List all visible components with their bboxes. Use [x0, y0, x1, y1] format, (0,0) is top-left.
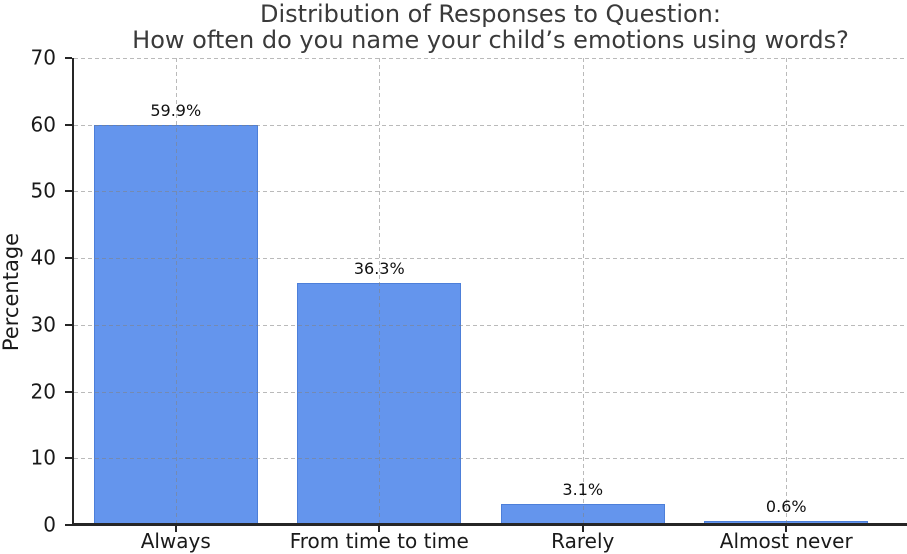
y-tick-mark-30: [65, 323, 72, 326]
y-tick-mark-0: [65, 524, 72, 526]
y-tick-label-50: 50: [30, 178, 56, 203]
chart-title-line2: How often do you name your child’s emoti…: [132, 26, 849, 54]
y-tick-label-60: 60: [30, 112, 56, 137]
x-tick-label-always: Always: [140, 529, 211, 553]
y-tick-label-10: 10: [30, 445, 56, 470]
y-tick-mark-40: [65, 257, 72, 260]
gridline-y-20: [74, 391, 907, 393]
x-tick-label-from-time-to-time: From time to time: [289, 529, 469, 553]
bar-value-label: 59.9%: [150, 101, 202, 120]
y-tick-mark-60: [65, 123, 72, 126]
gridline-y-10: [74, 458, 907, 460]
gridline-y-50: [74, 191, 907, 193]
y-tick-label-0: 0: [43, 512, 56, 537]
gridline-y-60: [74, 124, 907, 126]
y-tick-label-40: 40: [30, 245, 56, 270]
x-tick-label-almost-never: Almost never: [719, 529, 853, 553]
gridline-x-from-time-to-time: [379, 58, 381, 525]
chart-title: Distribution of Responses to Question: H…: [74, 1, 907, 53]
x-tick-mark-from-time-to-time: [378, 526, 381, 532]
chart-title-line1: Distribution of Responses to Question:: [260, 0, 721, 28]
plot-area: 59.9% 36.3% 3.1% 0.6%: [74, 58, 907, 525]
y-tick-mark-50: [65, 190, 72, 193]
y-tick-mark-70: [65, 57, 72, 59]
gridline-x-always: [175, 58, 177, 525]
bar-value-label: 3.1%: [562, 480, 604, 499]
x-tick-mark-almost-never: [785, 526, 788, 532]
x-tick-mark-always: [174, 526, 177, 532]
gridline-x-almost-never: [786, 58, 788, 525]
y-axis-spine: [72, 58, 74, 526]
x-tick-label-rarely: Rarely: [551, 529, 615, 553]
y-tick-mark-10: [65, 457, 72, 460]
gridline-y-40: [74, 258, 907, 260]
y-tick-mark-20: [65, 390, 72, 393]
y-tick-label-20: 20: [30, 379, 56, 404]
gridline-y-70: [74, 58, 907, 59]
y-tick-label-70: 70: [30, 45, 56, 70]
bar-value-label: 36.3%: [353, 259, 405, 278]
gridline-x-rarely: [582, 58, 584, 525]
gridline-y-30: [74, 324, 907, 326]
x-tick-mark-rarely: [581, 526, 584, 532]
y-tick-label-30: 30: [30, 312, 56, 337]
bar-value-label: 0.6%: [765, 497, 807, 516]
x-axis-spine: [72, 523, 907, 526]
